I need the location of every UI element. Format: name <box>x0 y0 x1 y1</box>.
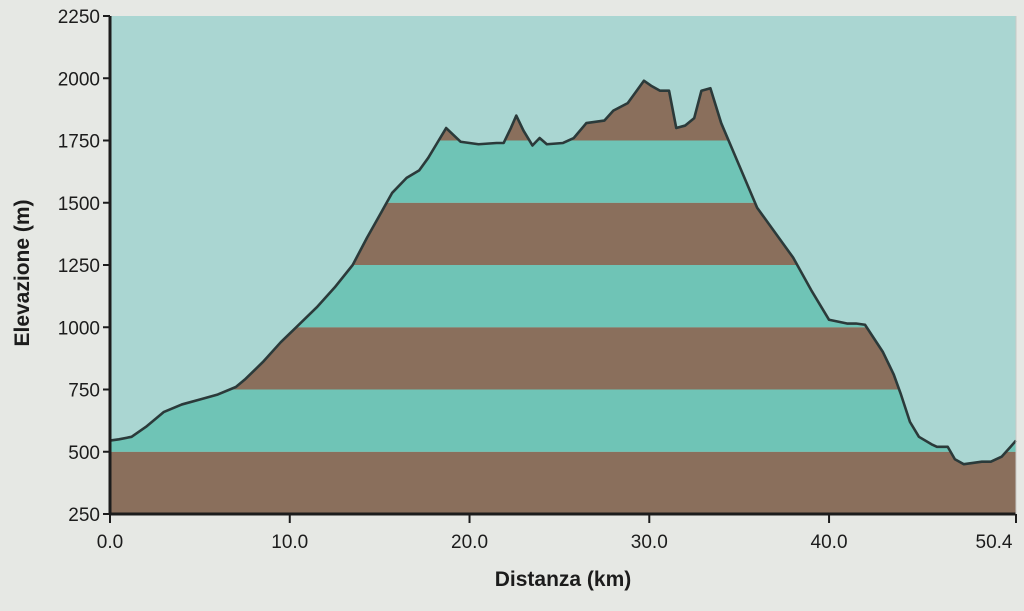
y-tick-label: 1000 <box>58 318 100 339</box>
x-tick-label: 0.0 <box>97 532 123 553</box>
x-tick-label: 40.0 <box>811 532 848 553</box>
y-tick-label: 2250 <box>58 7 100 28</box>
x-tick-label: 10.0 <box>271 532 308 553</box>
y-tick-label: 250 <box>68 505 100 526</box>
x-tick-label: 30.0 <box>631 532 668 553</box>
x-tick-label: 20.0 <box>451 532 488 553</box>
y-tick-label: 1750 <box>58 132 100 153</box>
elevation-band-1 <box>110 389 1016 452</box>
y-tick-label: 1250 <box>58 256 100 277</box>
y-tick-label: 750 <box>68 381 100 402</box>
elevation-profile-line <box>109 79 1017 466</box>
y-axis-title: Elevazione (m) <box>11 199 34 346</box>
y-tick-label: 500 <box>68 443 100 464</box>
y-axis-ticks: 250 500 750 1000 1250 1500 1750 2000 2250 <box>58 7 110 526</box>
x-tick-label: 50.4 <box>976 532 1013 553</box>
x-axis-ticks: 0.0 10.0 20.0 30.0 40.0 50.4 <box>97 514 1017 553</box>
y-tick-label: 2000 <box>58 69 100 90</box>
elevation-band-0 <box>110 451 1016 514</box>
y-tick-label: 1500 <box>58 194 100 215</box>
x-axis-title: Distanza (km) <box>495 568 632 591</box>
